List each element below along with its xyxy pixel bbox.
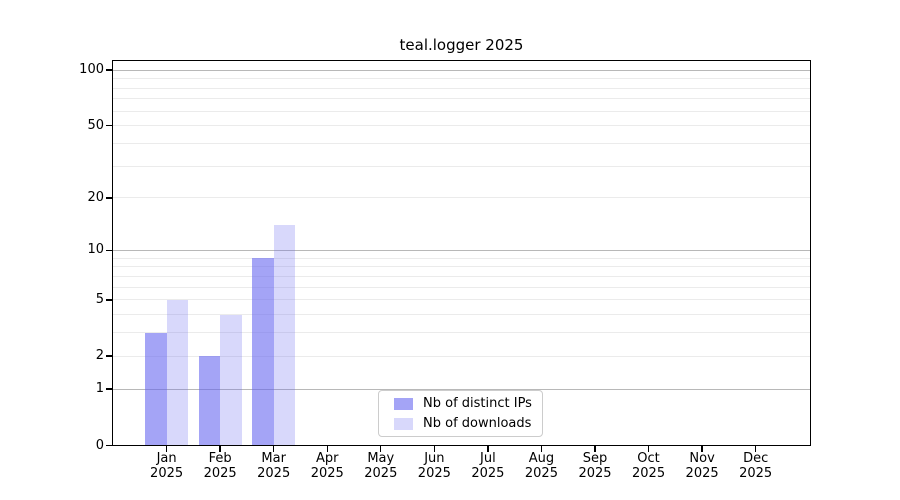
legend-swatch	[394, 417, 413, 430]
bar	[166, 299, 189, 446]
x-tick-label: Jan 2025	[139, 451, 195, 481]
gridline-minor	[113, 87, 810, 89]
x-tick-label-line: 2025	[417, 465, 451, 481]
gridline-minor	[113, 110, 810, 112]
x-tick	[754, 446, 757, 452]
x-tick-label-line: Jun	[424, 451, 445, 466]
x-tick-label: Jul 2025	[460, 451, 516, 481]
x-tick-label-line: 2025	[632, 465, 666, 481]
x-tick	[647, 446, 650, 452]
legend-label: Nb of downloads	[423, 416, 532, 431]
gridline-minor	[113, 332, 810, 334]
y-tick-label: 100	[79, 62, 104, 78]
gridline-minor	[113, 98, 810, 100]
gridline-minor	[113, 165, 810, 167]
legend-item: Nb of downloads	[394, 416, 542, 431]
gridline-minor	[113, 257, 810, 259]
x-tick-label-line: Oct	[637, 451, 660, 466]
x-tick-label: Sep 2025	[567, 451, 623, 481]
gridline-minor	[113, 275, 810, 277]
y-tick-label: 50	[87, 117, 104, 133]
y-tick	[106, 197, 112, 199]
gridline-minor	[113, 355, 810, 357]
x-tick	[487, 446, 489, 452]
gridline-minor	[113, 197, 810, 199]
bar	[198, 356, 221, 446]
gridline-minor	[113, 266, 810, 268]
gridline-minor	[113, 142, 810, 144]
y-tick	[106, 299, 112, 301]
gridline-minor	[113, 314, 810, 316]
x-tick-label-line: 2025	[257, 465, 291, 481]
x-tick-label-line: 2025	[310, 465, 344, 481]
y-tick	[106, 355, 112, 357]
x-tick-label: Nov 2025	[674, 451, 730, 481]
gridline-major	[113, 69, 810, 71]
gridline-minor	[113, 125, 810, 127]
x-tick-label-line: 2025	[524, 465, 558, 481]
x-tick-label: May 2025	[353, 451, 409, 481]
gridline-major	[113, 388, 810, 390]
x-tick-label: Dec 2025	[728, 451, 784, 481]
y-tick	[106, 69, 112, 71]
y-tick	[106, 444, 112, 447]
x-tick-label-line: 2025	[364, 465, 398, 481]
y-tick	[106, 124, 112, 127]
x-tick	[326, 446, 328, 452]
x-tick-label-line: Feb	[208, 451, 232, 466]
x-tick-label-line: Apr	[316, 451, 339, 466]
legend-item: Nb of distinct IPs	[394, 396, 542, 411]
x-tick	[219, 446, 221, 452]
y-tick-label: 2	[95, 348, 104, 364]
y-tick	[106, 388, 112, 390]
x-tick-label: Aug 2025	[513, 451, 569, 481]
y-tick	[106, 249, 112, 252]
x-tick-label-line: Jan	[156, 451, 177, 466]
x-tick-label-line: 2025	[150, 465, 184, 481]
gridline-major	[113, 249, 810, 251]
x-tick-label: Apr 2025	[299, 451, 355, 481]
x-tick-label-line: Dec	[743, 451, 769, 466]
x-tick-label-line: 2025	[471, 465, 505, 481]
bar	[273, 225, 296, 446]
x-tick-label-line: Aug	[528, 451, 555, 466]
x-tick-label-line: 2025	[203, 465, 237, 481]
gridline-minor	[113, 286, 810, 288]
gridline-minor	[113, 78, 810, 80]
x-tick-label-line: 2025	[739, 465, 773, 481]
x-tick	[701, 446, 703, 452]
legend: Nb of distinct IPs Nb of downloads	[378, 390, 543, 437]
x-tick-label-line: Jul	[480, 451, 496, 466]
x-tick-label-line: 2025	[578, 465, 612, 481]
y-tick-label: 10	[87, 242, 104, 258]
x-tick	[273, 446, 275, 452]
x-tick-label-line: 2025	[685, 465, 719, 481]
y-tick-label: 20	[87, 189, 104, 205]
x-tick	[165, 446, 168, 452]
x-tick	[380, 446, 382, 452]
x-tick	[594, 446, 596, 452]
x-tick-label-line: May	[367, 451, 395, 466]
bar	[220, 314, 242, 446]
legend-label: Nb of distinct IPs	[423, 396, 532, 411]
x-tick-label: Mar 2025	[246, 451, 302, 481]
x-tick-label: Oct 2025	[621, 451, 677, 481]
x-tick-label-line: Nov	[689, 451, 715, 466]
bar	[252, 258, 274, 446]
gridline-minor	[113, 299, 810, 301]
x-tick-label-line: Mar	[261, 451, 286, 466]
y-tick-label: 1	[95, 381, 104, 397]
y-tick-label: 0	[95, 437, 104, 453]
x-tick-label-line: Sep	[582, 451, 608, 466]
y-tick-label: 5	[95, 291, 104, 307]
bar	[145, 332, 167, 446]
legend-swatch	[394, 397, 413, 410]
x-tick	[540, 446, 543, 452]
x-tick-label: Jun 2025	[406, 451, 462, 481]
x-tick	[433, 446, 436, 452]
x-tick-label: Feb 2025	[192, 451, 248, 481]
chart-title: teal.logger 2025	[399, 36, 524, 54]
